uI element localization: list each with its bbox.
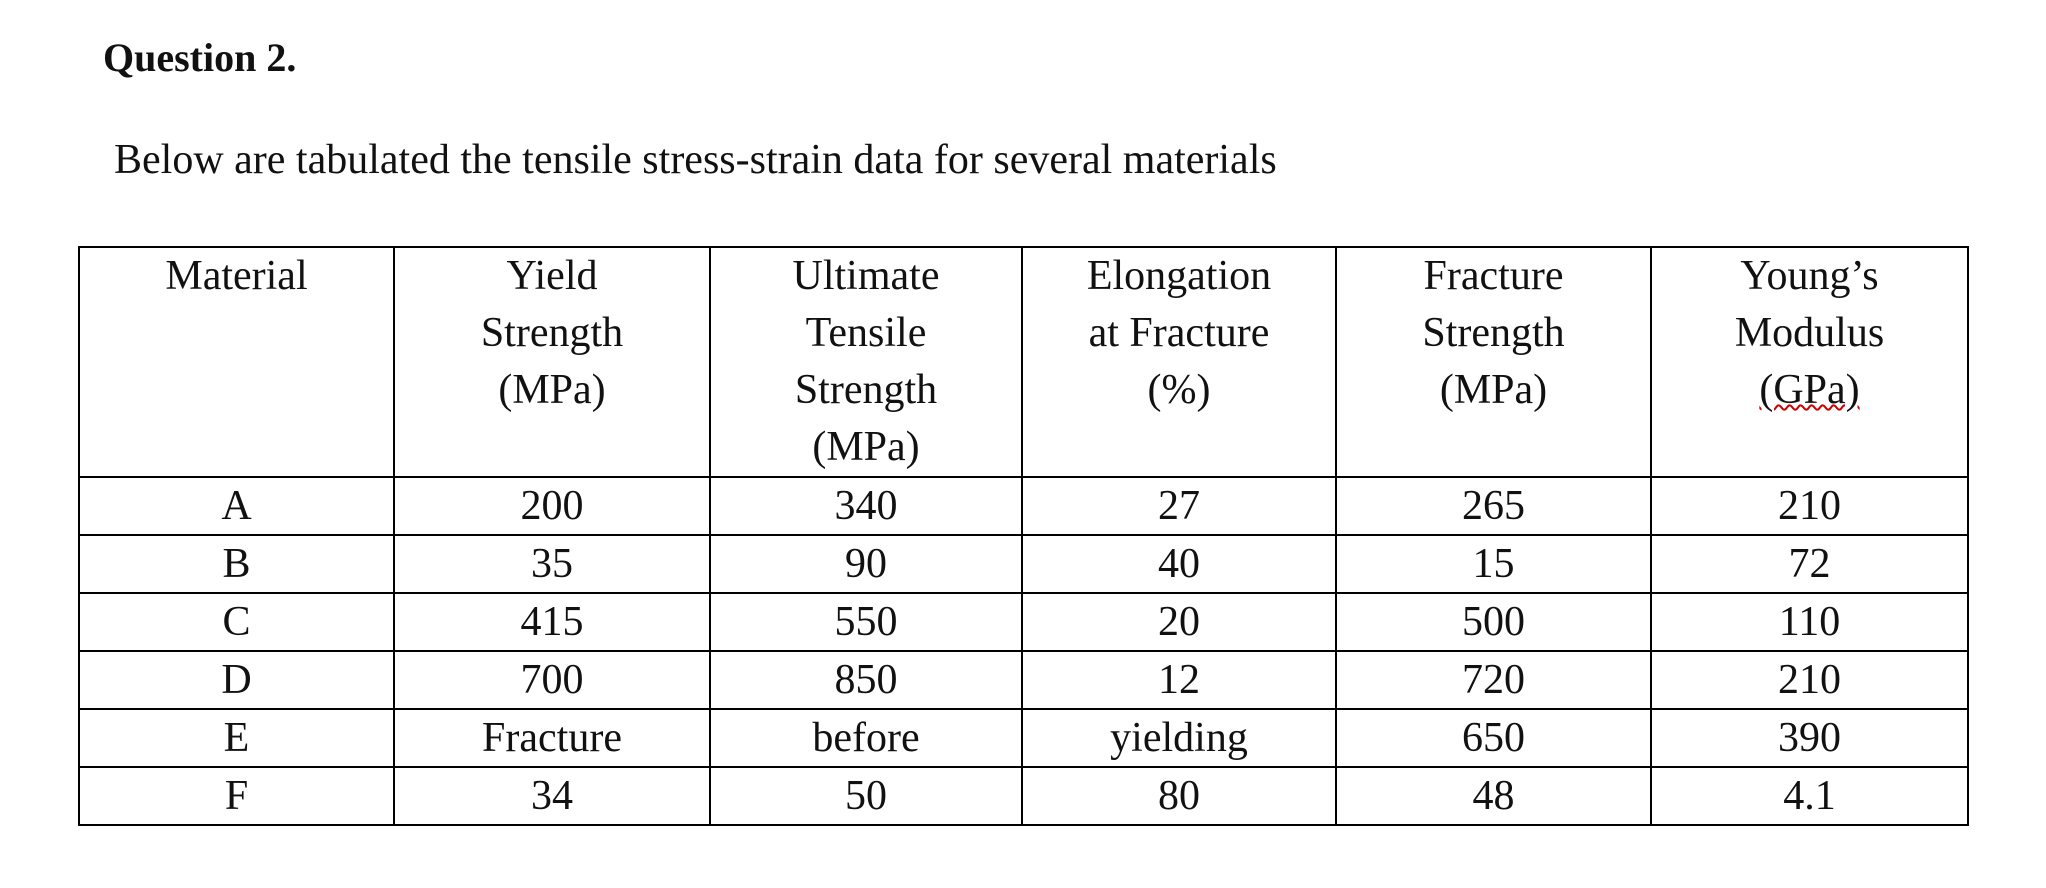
header-cell: Yield Strength (MPa) xyxy=(393,246,711,478)
table-cell: 72 xyxy=(1650,534,1969,594)
table-row: C 415 550 20 500 110 xyxy=(78,592,1969,652)
table-cell: C xyxy=(78,592,395,652)
table-cell: 50 xyxy=(709,766,1023,826)
question-title: Question 2. xyxy=(103,35,297,80)
header-line: (%) xyxy=(1147,367,1211,413)
table-cell: 550 xyxy=(709,592,1023,652)
header-cell: Fracture Strength (MPa) xyxy=(1335,246,1652,478)
table-cell: E xyxy=(78,708,395,768)
table-cell: before xyxy=(709,708,1023,768)
header-line: Modulus xyxy=(1734,310,1885,356)
table-cell: 200 xyxy=(393,476,711,536)
table-row: B 35 90 40 15 72 xyxy=(78,534,1969,594)
table-cell: 34 xyxy=(393,766,711,826)
table-row: D 700 850 12 720 210 xyxy=(78,650,1969,710)
header-line: at Fracture xyxy=(1088,310,1270,356)
table-row: E Fracture before yielding 650 390 xyxy=(78,708,1969,768)
header-cell: Young’s Modulus (GPa) xyxy=(1650,246,1969,478)
table-cell: 210 xyxy=(1650,476,1969,536)
header-line: (MPa) xyxy=(812,424,920,470)
header-line: (MPa) xyxy=(1439,367,1548,413)
table-row: F 34 50 80 48 4.1 xyxy=(78,766,1969,826)
table-cell: 48 xyxy=(1335,766,1652,826)
table-cell: 110 xyxy=(1650,592,1969,652)
table-cell: 265 xyxy=(1335,476,1652,536)
table-cell: 35 xyxy=(393,534,711,594)
header-cell: Elongation at Fracture (%) xyxy=(1021,246,1337,478)
table-row: A 200 340 27 265 210 xyxy=(78,476,1969,536)
header-line: Strength xyxy=(794,367,938,413)
table-cell: 415 xyxy=(393,592,711,652)
header-line: Ultimate xyxy=(792,253,940,299)
header-line: Strength xyxy=(1422,310,1565,356)
table-cell: 40 xyxy=(1021,534,1337,594)
table-cell: 90 xyxy=(709,534,1023,594)
header-line: Elongation xyxy=(1086,253,1272,299)
table-cell: Fracture xyxy=(393,708,711,768)
table-cell: 340 xyxy=(709,476,1023,536)
header-line: Young’s xyxy=(1740,253,1879,299)
table-cell: 12 xyxy=(1021,650,1337,710)
header-cell: Ultimate Tensile Strength (MPa) xyxy=(709,246,1023,478)
header-line: Fracture xyxy=(1423,253,1564,299)
table-cell: D xyxy=(78,650,395,710)
header-line: Material xyxy=(165,253,308,299)
table-cell: A xyxy=(78,476,395,536)
header-line: (MPa) xyxy=(498,367,606,413)
table-cell: 720 xyxy=(1335,650,1652,710)
header-row: Material Yield Strength (MPa) Ultimate Tensil… xyxy=(78,246,1969,478)
header-line: Yield xyxy=(506,253,598,299)
table-cell: F xyxy=(78,766,395,826)
table-cell: 20 xyxy=(1021,592,1337,652)
header-line: Strength xyxy=(480,310,624,356)
table-body: A 200 340 27 265 210 B 35 90 40 15 72 C 415 550 20 500 11… xyxy=(78,476,1969,826)
header-line: Tensile xyxy=(805,310,927,356)
table-cell: 27 xyxy=(1021,476,1337,536)
table-cell: 650 xyxy=(1335,708,1652,768)
header-cell: Material xyxy=(78,246,395,478)
table-cell: 4.1 xyxy=(1650,766,1969,826)
question-text: Below are tabulated the tensile stress-s… xyxy=(114,137,1277,183)
data-table: Material Yield Strength (MPa) Ultimate Tensil… xyxy=(78,246,1969,826)
table-cell: 500 xyxy=(1335,592,1652,652)
header-line: (GPa) xyxy=(1759,367,1860,413)
table-cell: 15 xyxy=(1335,534,1652,594)
table-cell: yielding xyxy=(1021,708,1337,768)
table-cell: B xyxy=(78,534,395,594)
table-cell: 700 xyxy=(393,650,711,710)
table-cell: 850 xyxy=(709,650,1023,710)
table-cell: 210 xyxy=(1650,650,1969,710)
table-cell: 390 xyxy=(1650,708,1969,768)
table-cell: 80 xyxy=(1021,766,1337,826)
